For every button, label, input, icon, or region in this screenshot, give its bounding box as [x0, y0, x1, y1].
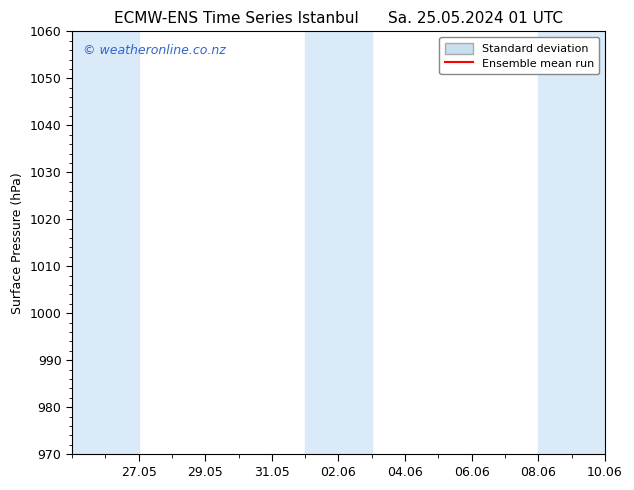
Legend: Standard deviation, Ensemble mean run: Standard deviation, Ensemble mean run [439, 37, 600, 74]
Bar [538, 31, 605, 454]
Bar [305, 31, 372, 454]
Title: ECMW-ENS Time Series Istanbul      Sa. 25.05.2024 01 UTC: ECMW-ENS Time Series Istanbul Sa. 25.05.… [114, 11, 563, 26]
Text: © weatheronline.co.nz: © weatheronline.co.nz [82, 44, 225, 57]
Bar [72, 31, 139, 454]
Y-axis label: Surface Pressure (hPa): Surface Pressure (hPa) [11, 172, 24, 314]
